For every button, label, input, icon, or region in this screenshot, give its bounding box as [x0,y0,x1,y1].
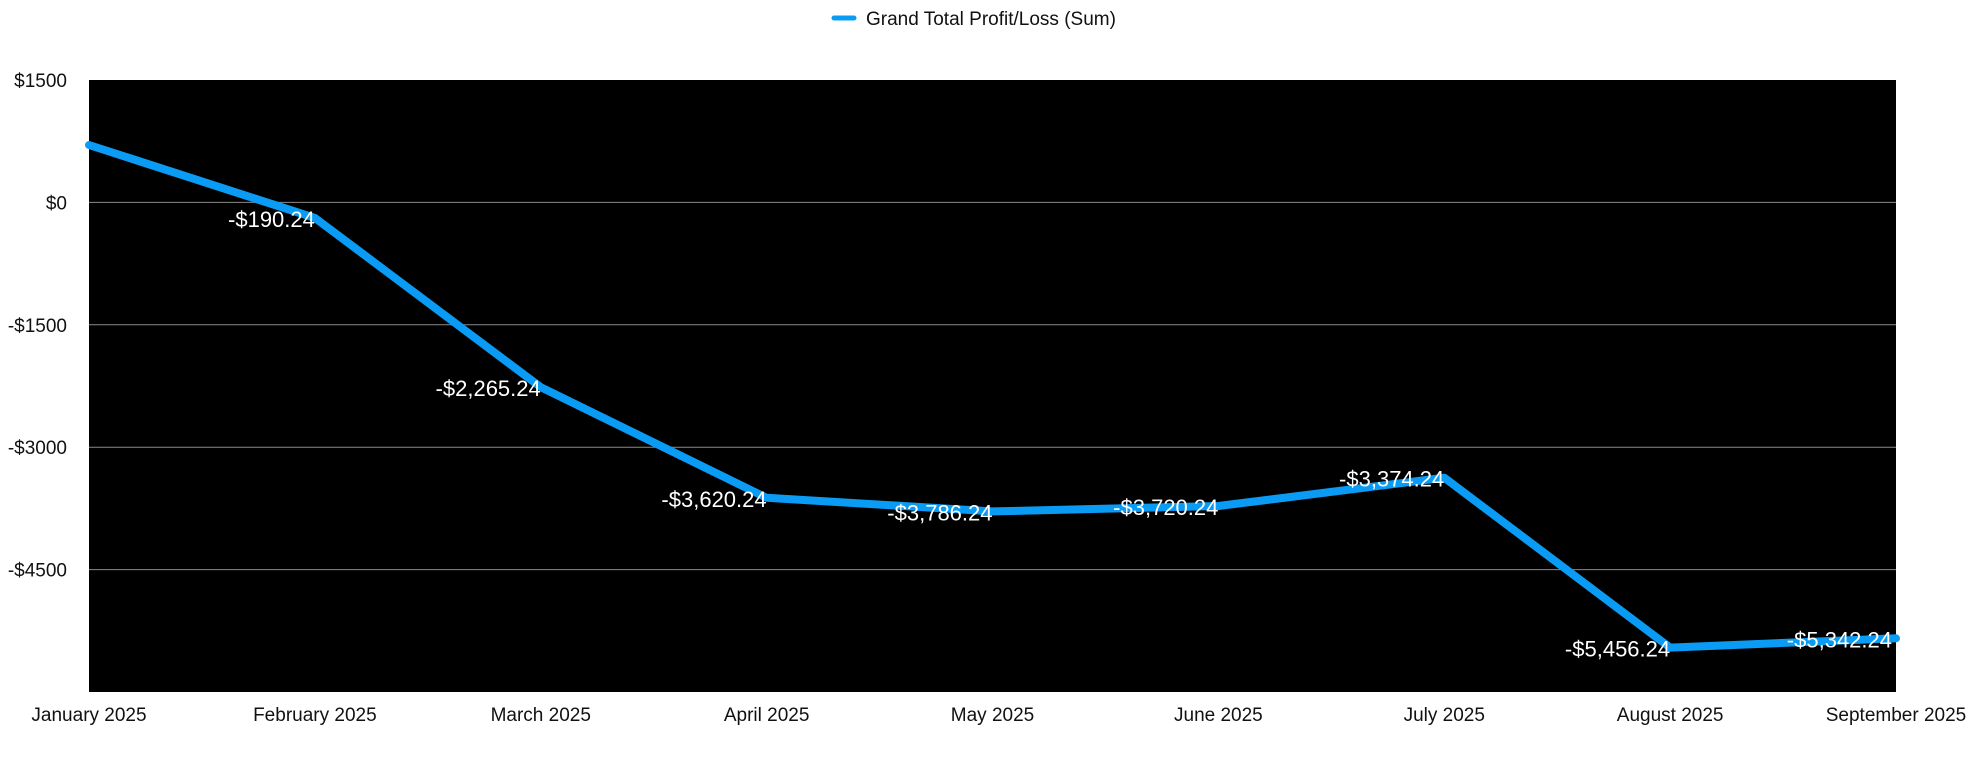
x-tick-label: August 2025 [1617,705,1724,726]
data-labels: -$190.24 -$2,265.24 -$3,620.24 -$3,786.24 -$… [228,207,1892,662]
data-label: -$5,456.24 [1565,637,1670,662]
data-label: -$2,265.24 [436,376,541,401]
legend-label: Grand Total Profit/Loss (Sum) [866,9,1116,30]
x-axis-tick-labels: January 2025 February 2025 March 2025 April… [31,705,1966,726]
gridlines [89,201,1896,571]
x-tick-label: June 2025 [1174,705,1263,726]
y-tick-label: -$1500 [8,316,67,337]
data-label: -$5,342.24 [1787,627,1892,652]
x-tick-label: July 2025 [1404,705,1485,726]
y-axis-tick-labels: $1500 $0 -$1500 -$3000 -$4500 [8,71,67,582]
x-tick-label: March 2025 [491,705,591,726]
y-tick-label: $0 [46,193,67,214]
x-tick-label: April 2025 [724,705,810,726]
data-label: -$3,620.24 [661,487,766,512]
legend: Grand Total Profit/Loss (Sum) [831,9,1116,30]
y-tick-label: $1500 [14,71,67,92]
plot-area [89,80,1896,692]
x-tick-label: February 2025 [253,705,377,726]
y-tick-label: -$3000 [8,438,67,459]
x-tick-label: January 2025 [31,705,146,726]
series-line-grand-total-profit-loss [85,141,1900,652]
data-label: -$190.24 [228,207,315,232]
y-tick-label: -$4500 [8,561,67,582]
x-tick-label: September 2025 [1826,705,1967,726]
data-label: -$3,374.24 [1339,467,1444,492]
x-tick-label: May 2025 [951,705,1034,726]
data-label: -$3,720.24 [1113,495,1218,520]
data-label: -$3,786.24 [887,500,992,525]
